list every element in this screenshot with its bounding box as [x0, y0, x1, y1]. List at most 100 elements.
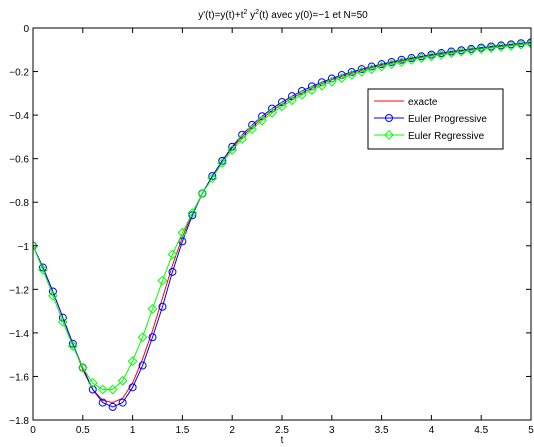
data-point	[297, 89, 307, 100]
y-tick-label: −0.6	[9, 155, 29, 166]
data-point	[57, 317, 68, 327]
legend-marker	[385, 114, 393, 122]
data-point	[207, 173, 218, 184]
y-tick-label: −1.8	[9, 416, 29, 427]
x-tick-label: 0	[30, 425, 36, 436]
data-point	[137, 332, 148, 343]
data-point	[107, 384, 118, 395]
data-point	[108, 402, 117, 411]
data-point	[238, 130, 247, 139]
data-point	[367, 62, 376, 71]
data-point	[407, 54, 416, 63]
axes-layer: 0 0.5 1 1.5 2 2.5 3 3.5 4 4.5 5 0 −0.2 −0.4 −0.6 −0.8 −1…	[9, 24, 534, 436]
data-point	[467, 44, 476, 53]
data-point	[218, 156, 227, 165]
y-tick-label: −1.4	[9, 329, 29, 340]
x-tick-label: 1	[130, 425, 136, 436]
y-tick-label: −1	[18, 242, 30, 253]
data-point	[128, 383, 137, 392]
data-point	[396, 57, 407, 67]
data-point	[268, 104, 277, 113]
data-point	[357, 65, 366, 74]
data-point	[287, 95, 297, 106]
data-point	[258, 112, 267, 121]
data-point	[507, 40, 516, 49]
y-tick-label: −0.2	[9, 68, 29, 79]
data-point	[48, 290, 58, 301]
data-point	[496, 42, 507, 52]
data-point	[87, 378, 98, 388]
data-point	[446, 48, 457, 59]
x-tick-label: 3	[329, 425, 335, 436]
data-point	[516, 39, 526, 50]
data-point	[197, 188, 208, 199]
data-point	[188, 211, 197, 220]
data-point	[477, 43, 486, 52]
x-tick-label: 5	[528, 425, 534, 436]
data-point	[257, 115, 267, 126]
data-point	[456, 46, 467, 57]
legend-marker	[384, 130, 394, 140]
data-point	[517, 39, 526, 48]
y-tick-label: 0	[23, 24, 29, 35]
data-point	[138, 361, 147, 370]
data-point	[526, 38, 531, 49]
y-tick-label: −1.6	[9, 372, 29, 383]
data-point	[386, 59, 397, 70]
data-point	[316, 80, 327, 91]
legend-label: Euler Progressive	[408, 114, 487, 125]
data-point	[466, 45, 477, 56]
data-point	[287, 92, 296, 101]
data-point	[33, 240, 38, 251]
legend-box	[367, 88, 504, 150]
data-point	[77, 362, 88, 373]
chart-title: y'(t)=y(t)+t2 y2(t) avec y(0)=−1 et N=50	[198, 9, 368, 21]
x-tick-label: 4	[429, 425, 435, 436]
data-point	[387, 57, 396, 66]
legend-entry: Euler Regressive	[374, 130, 485, 142]
x-tick-label: 2	[229, 425, 235, 436]
series-euler-regressive	[33, 38, 531, 395]
data-point	[217, 158, 228, 168]
data-point	[38, 264, 48, 275]
data-point	[426, 51, 437, 62]
data-point	[127, 356, 138, 367]
legend-label: Euler Regressive	[408, 131, 485, 142]
data-point	[208, 172, 217, 181]
legend-entry: Euler Progressive	[374, 114, 487, 125]
data-point	[88, 385, 97, 394]
data-point	[227, 145, 238, 155]
data-point	[336, 73, 347, 83]
data-point	[237, 134, 248, 144]
data-point	[497, 41, 506, 50]
data-point	[417, 52, 426, 61]
data-point	[476, 44, 487, 55]
data-point	[157, 275, 168, 286]
data-point	[117, 375, 128, 386]
x-tick-label: 4.5	[474, 425, 488, 436]
y-tick-label: −0.8	[9, 198, 29, 209]
data-point	[168, 267, 177, 276]
data-point	[376, 61, 387, 72]
x-tick-label: 2.5	[275, 425, 289, 436]
y-tick-label: −0.4	[9, 111, 29, 122]
data-point	[406, 55, 417, 65]
data-point	[437, 49, 446, 58]
data-point	[416, 53, 427, 63]
data-point	[506, 40, 516, 51]
x-tick-label: 0.5	[76, 425, 90, 436]
data-point	[278, 98, 286, 107]
data-point	[326, 76, 337, 87]
data-point	[277, 101, 287, 112]
x-tick-label: 1.5	[175, 425, 189, 436]
data-point	[267, 108, 277, 118]
data-point	[347, 67, 356, 76]
data-point	[158, 302, 167, 311]
data-point	[366, 64, 377, 75]
data-point	[306, 85, 317, 95]
data-point	[248, 120, 257, 129]
legend-entry: exacte	[374, 97, 438, 108]
x-axis-label: t	[281, 435, 284, 446]
